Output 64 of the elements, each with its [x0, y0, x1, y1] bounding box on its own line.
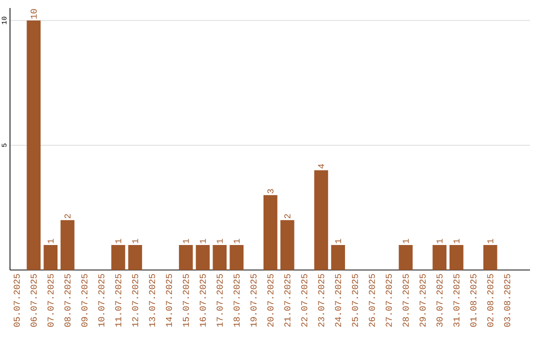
data-label: 1: [216, 238, 223, 244]
bar: [450, 245, 464, 270]
x-tick-label: 23.07.2025: [318, 274, 324, 327]
x-tick-label: 03.08.2025: [504, 274, 510, 327]
x-tick-label: 26.07.2025: [368, 274, 375, 327]
x-tick-label: 10.07.2025: [98, 274, 104, 327]
bar: [60, 220, 74, 270]
data-label: 10: [30, 9, 37, 19]
x-tick-label: 21.07.2025: [284, 274, 290, 327]
data-label: 1: [48, 238, 54, 244]
x-tick-label: 17.07.2025: [216, 274, 223, 327]
x-tick-label: 02.08.2025: [487, 274, 494, 327]
x-tick-label: 24.07.2025: [335, 274, 342, 327]
data-label: 2: [64, 214, 70, 218]
x-tick-label: 25.07.2025: [352, 274, 358, 327]
data-label: 1: [182, 238, 189, 244]
x-tick-label: 12.07.2025: [132, 274, 138, 327]
bar: [314, 170, 328, 270]
data-label: 1: [200, 238, 206, 244]
x-tick-label: 05.07.2025: [14, 274, 20, 327]
data-label: 1: [335, 238, 342, 244]
x-tick-label: 08.07.2025: [64, 274, 71, 327]
x-tick-label: 13.07.2025: [149, 274, 156, 327]
bar: [263, 195, 278, 270]
data-label: 3: [267, 189, 274, 194]
x-tick-label: 06.07.2025: [30, 274, 37, 327]
data-label: 1: [402, 238, 409, 244]
x-tick-label: 31.07.2025: [453, 274, 460, 327]
data-label: 1: [132, 238, 138, 244]
bar: [331, 245, 346, 270]
x-tick-label: 18.07.2025: [234, 274, 240, 327]
x-tick-label: 09.07.2025: [81, 274, 88, 327]
bar: [26, 20, 41, 270]
data-label: 1: [453, 238, 460, 244]
x-tick-label: 14.07.2025: [166, 274, 172, 327]
bar: [230, 245, 244, 270]
bar: [111, 245, 126, 270]
bar: [432, 245, 446, 270]
data-label: 1: [436, 238, 442, 244]
bar: [483, 245, 498, 270]
bar: [196, 245, 210, 270]
bar: [212, 245, 227, 270]
x-tick-label: 19.07.2025: [250, 274, 257, 327]
x-tick-label: 28.07.2025: [402, 274, 409, 327]
data-label: 1: [234, 238, 240, 244]
x-tick-label: 16.07.2025: [200, 274, 206, 327]
x-tick-label: 15.07.2025: [182, 274, 189, 327]
x-tick-label: 29.07.2025: [420, 274, 426, 327]
bar: [178, 245, 193, 270]
data-label: 2: [284, 214, 290, 218]
x-tick-label: 27.07.2025: [386, 274, 392, 327]
data-label: 1: [115, 238, 122, 244]
x-tick-label: 20.07.2025: [267, 274, 274, 327]
bar: [44, 245, 58, 270]
x-tick-label: 30.07.2025: [436, 274, 443, 327]
x-tick-label: 07.07.2025: [48, 274, 54, 327]
bar: [398, 245, 413, 270]
x-tick-label: 01.08.2025: [470, 274, 476, 327]
x-tick-label: 11.07.2025: [115, 274, 122, 327]
data-label: 1: [487, 238, 494, 244]
bar: [280, 220, 294, 270]
x-tick-label: 22.07.2025: [301, 274, 308, 327]
bar: [128, 245, 142, 270]
data-label: 4: [318, 164, 324, 169]
